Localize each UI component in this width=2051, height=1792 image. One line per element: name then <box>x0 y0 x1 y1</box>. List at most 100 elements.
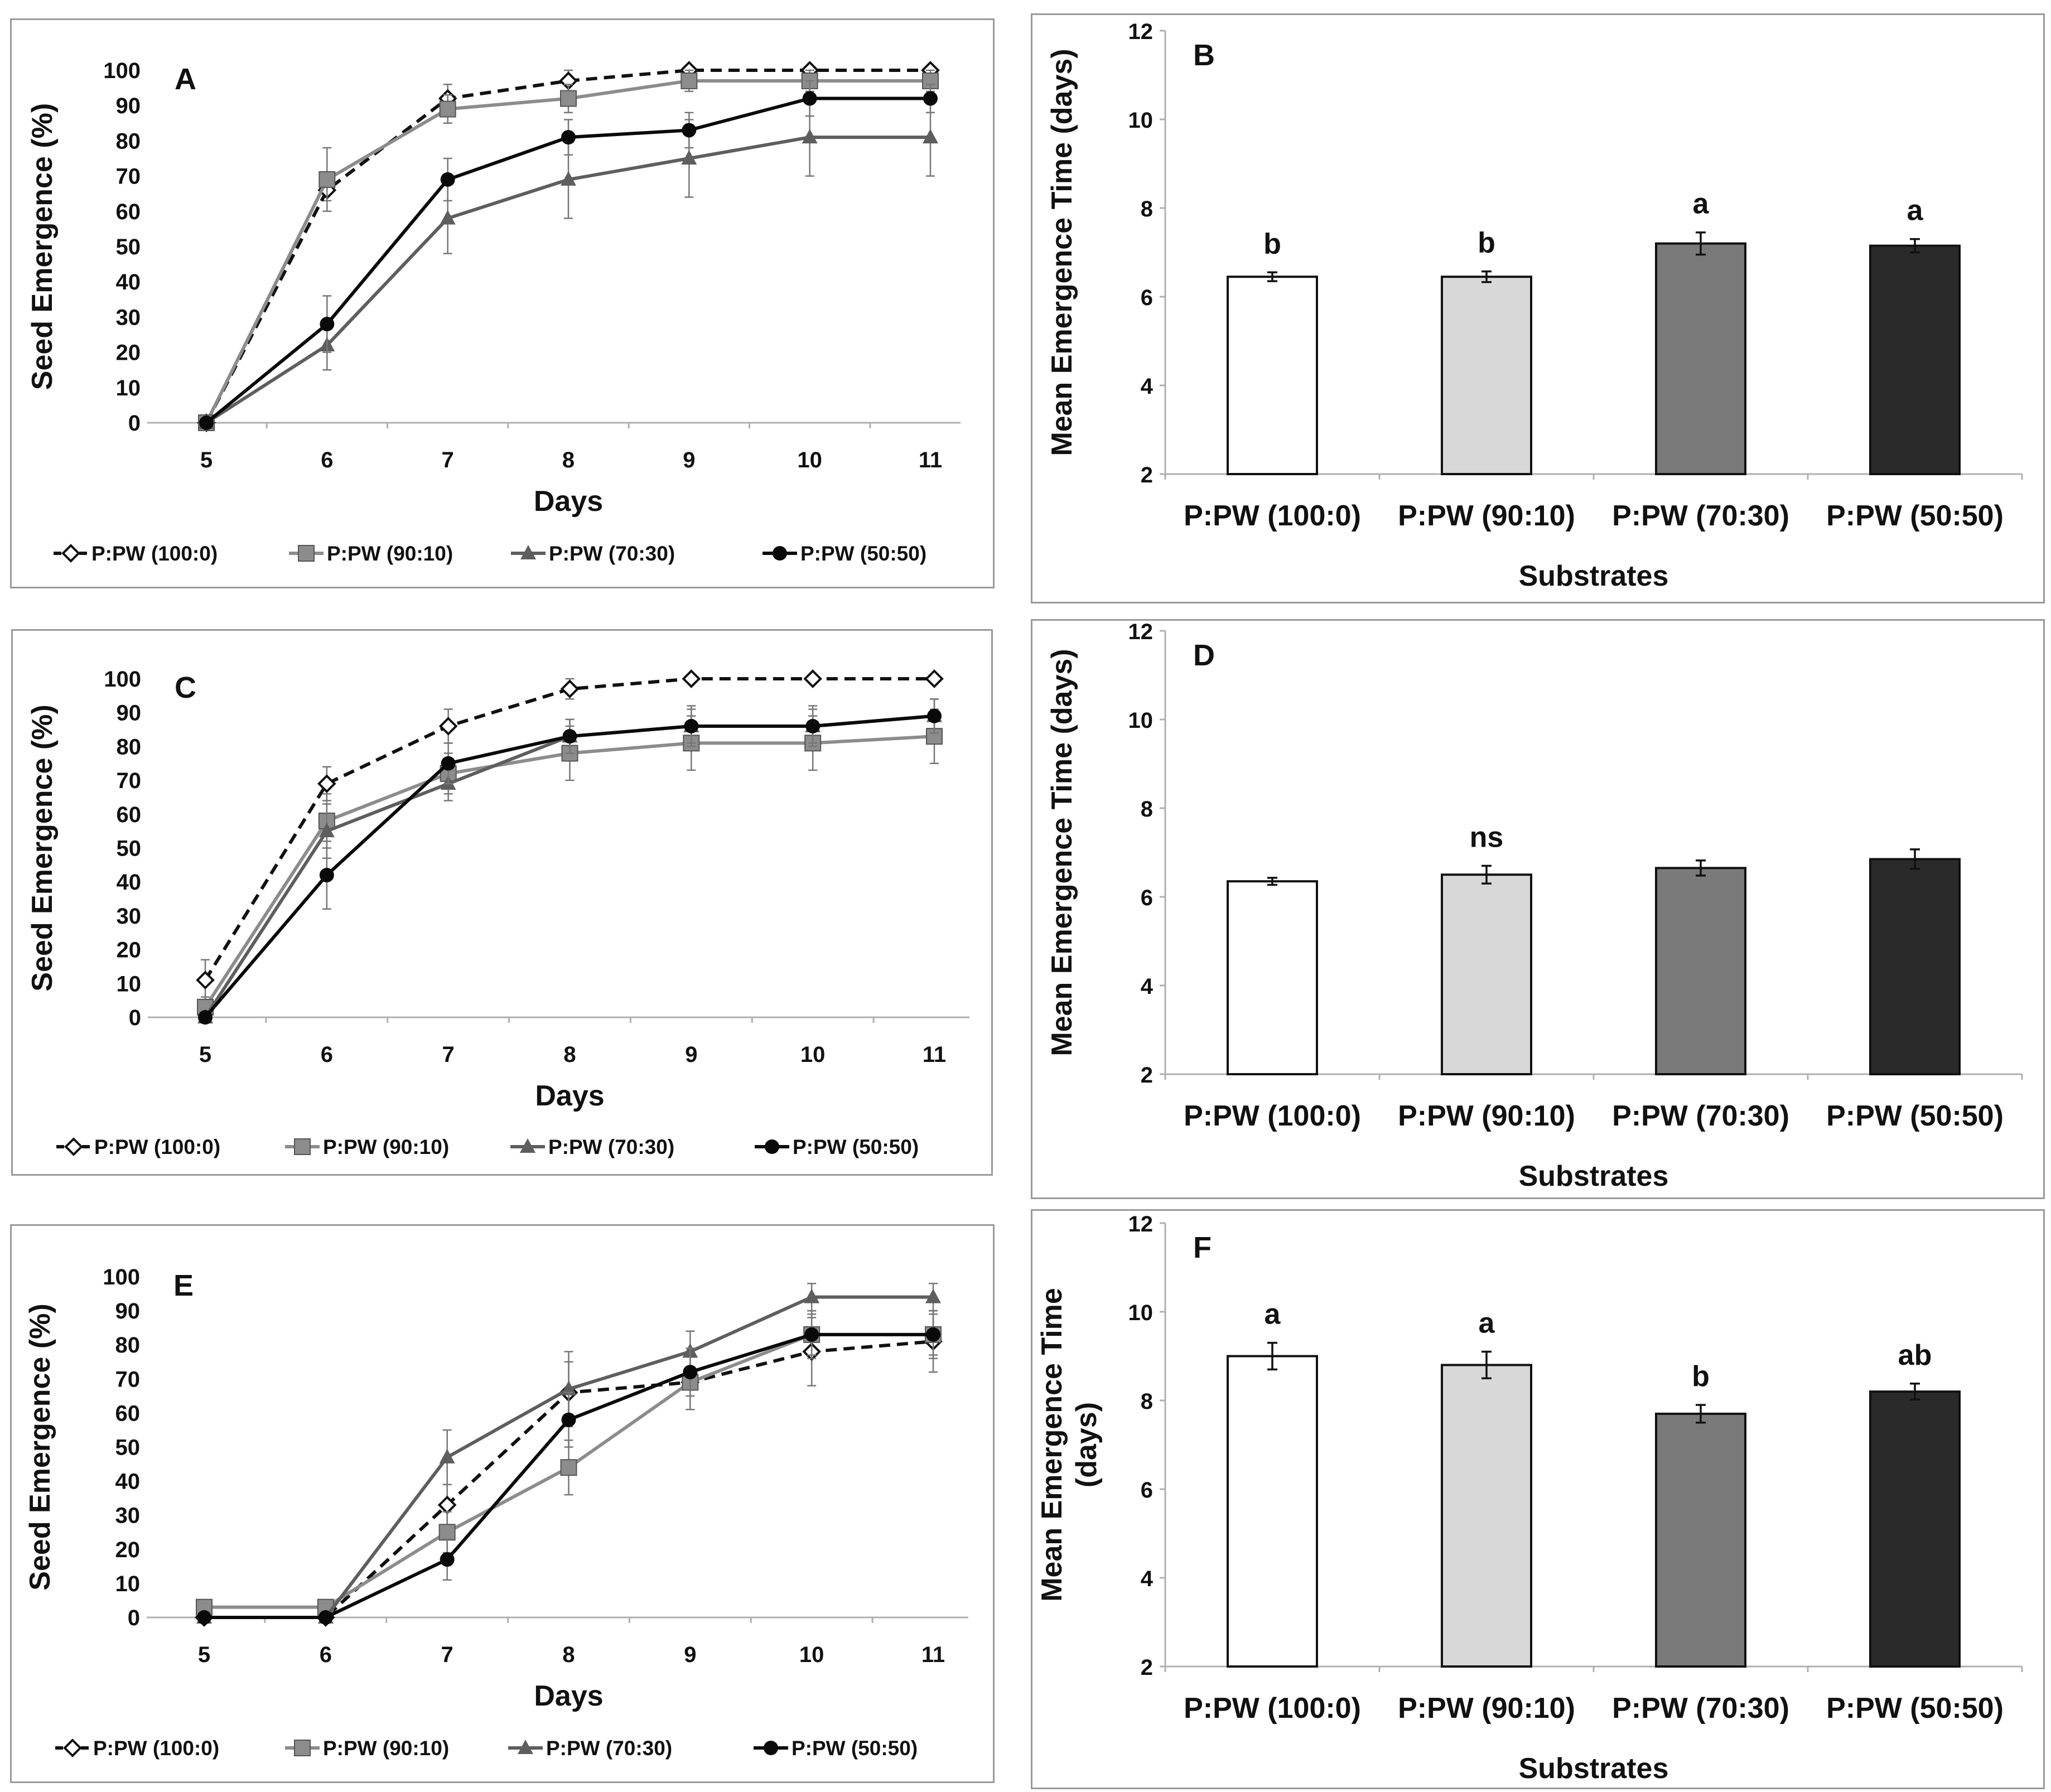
y-tick-label: 70 <box>116 165 141 189</box>
x-category-label: P:PW (100:0) <box>1184 1100 1361 1132</box>
x-tick-label: 6 <box>321 1042 333 1067</box>
legend-label: P:PW (100:0) <box>93 1737 219 1760</box>
data-point-1 <box>560 90 577 107</box>
x-axis-title: Substrates <box>1519 1752 1669 1785</box>
y-tick-label: 4 <box>1141 374 1154 399</box>
x-tick-label: 10 <box>800 1042 826 1067</box>
y-tick-label: 0 <box>128 1606 140 1630</box>
legend-marker <box>294 1138 311 1155</box>
significance-letter: b <box>1263 228 1281 260</box>
line-chart-e: 5 6 7 8 9 10 11 0 10 20 30 40 50 60 70 80 90 100 Days Seed … <box>24 1265 968 1760</box>
bar-4 <box>1869 244 1961 475</box>
bar-3 <box>1655 242 1746 475</box>
data-point-0 <box>803 669 822 688</box>
y-tick-label: 100 <box>103 1265 140 1289</box>
significance-letter: b <box>1478 227 1495 259</box>
panel-label: C <box>175 671 196 704</box>
line-chart-a: 5 6 7 8 9 10 11 0 10 20 30 40 50 60 70 80 90 100 Days Seed … <box>26 59 961 565</box>
data-point-3 <box>441 756 456 771</box>
data-point-3 <box>805 718 821 733</box>
x-tick-label: 7 <box>442 448 454 472</box>
x-axis-title: Substrates <box>1519 1160 1669 1192</box>
bar-chart-f: 2 4 6 8 10 12 a P:PW (100:0) a P:PW (90:10) b P:PW … <box>1036 1212 2023 1785</box>
legend-marker <box>518 1740 533 1754</box>
significance-letter: ns <box>1470 821 1504 853</box>
y-tick-label: 8 <box>1141 797 1153 822</box>
y-tick-label: 90 <box>117 701 142 726</box>
panel-label: D <box>1193 639 1215 672</box>
y-tick-label: 20 <box>116 341 141 365</box>
data-point-3 <box>682 123 697 138</box>
data-point-3 <box>684 718 699 733</box>
x-category-label: P:PW (70:30) <box>1612 1692 1789 1725</box>
bar-2 <box>1441 1364 1532 1668</box>
y-tick-label: 12 <box>1128 20 1154 44</box>
x-category-label: P:PW (50:50) <box>1826 500 2004 532</box>
y-axis-title: Mean Emergence Time (days) <box>1046 649 1078 1056</box>
y-axis-title: Seed Emergence (%) <box>24 1303 56 1590</box>
bar-chart-b: 2 4 6 8 10 12 b P:PW (100:0) b P:PW (90:10) a P:PW … <box>1046 20 2023 592</box>
x-tick-label: 8 <box>563 1042 576 1067</box>
chart-panel-c: 5 6 7 8 9 10 11 0 10 20 30 40 50 60 70 80 90 100 Days Seed … <box>11 629 993 1176</box>
x-tick-label: 10 <box>799 1643 824 1667</box>
y-tick-label: 4 <box>1141 1567 1154 1591</box>
y-tick-label: 90 <box>116 94 141 118</box>
data-point-0 <box>560 679 580 699</box>
data-point-2 <box>561 1380 577 1395</box>
data-point-0 <box>196 970 215 990</box>
data-point-3 <box>318 1610 333 1625</box>
line-chart-c: 5 6 7 8 9 10 11 0 10 20 30 40 50 60 70 80 90 100 Days Seed … <box>26 667 969 1158</box>
data-point-3 <box>319 868 334 883</box>
y-tick-label: 60 <box>115 1401 141 1426</box>
legend-label: P:PW (100:0) <box>91 542 218 565</box>
legend-marker <box>773 546 787 561</box>
x-category-label: P:PW (70:30) <box>1612 500 1789 532</box>
bar-3 <box>1655 867 1746 1075</box>
x-category-label: P:PW (90:10) <box>1398 1692 1575 1725</box>
x-tick-label: 7 <box>442 1042 455 1067</box>
legend-marker <box>64 1137 83 1156</box>
y-axis-title: Mean Emergence Time(days) <box>1036 1288 1103 1602</box>
bar-4 <box>1869 858 1961 1075</box>
data-point-3 <box>440 172 455 187</box>
data-point-2 <box>439 1448 455 1463</box>
y-tick-label: 12 <box>1128 621 1154 644</box>
y-tick-label: 40 <box>115 1470 141 1494</box>
legend-label: P:PW (90:10) <box>327 542 453 565</box>
y-tick-label: 6 <box>1141 286 1153 310</box>
legend-label: P:PW (90:10) <box>323 1737 449 1760</box>
data-point-3 <box>804 1327 819 1342</box>
x-tick-label: 7 <box>441 1643 453 1667</box>
y-tick-label: 10 <box>115 1572 141 1596</box>
data-point-2 <box>925 1288 941 1303</box>
chart-panel-e: 5 6 7 8 9 10 11 0 10 20 30 40 50 60 70 80 90 100 Days Seed … <box>10 1224 995 1783</box>
x-category-label: P:PW (100:0) <box>1184 500 1361 532</box>
y-tick-label: 70 <box>115 1367 141 1392</box>
x-tick-label: 6 <box>320 1643 332 1667</box>
data-point-1 <box>560 1459 577 1476</box>
y-tick-label: 100 <box>104 667 141 692</box>
y-tick-label: 8 <box>1141 1389 1153 1414</box>
data-point-3 <box>561 1412 576 1427</box>
x-tick-label: 11 <box>919 448 942 472</box>
y-tick-label: 50 <box>116 235 141 259</box>
data-point-3 <box>198 1010 213 1025</box>
data-point-2 <box>681 150 697 165</box>
bar-3 <box>1655 1412 1746 1668</box>
panel-label: A <box>175 62 196 96</box>
data-point-3 <box>440 1552 455 1567</box>
data-point-2 <box>440 210 456 225</box>
legend-marker <box>63 1738 82 1757</box>
legend-label: P:PW (50:50) <box>800 542 926 565</box>
legend-marker <box>294 1740 311 1756</box>
x-tick-label: 6 <box>321 448 333 472</box>
y-tick-label: 30 <box>117 904 142 929</box>
significance-letter: a <box>1693 188 1710 220</box>
x-category-label: P:PW (50:50) <box>1826 1100 2004 1132</box>
data-point-3 <box>802 91 817 106</box>
data-point-2 <box>318 823 335 838</box>
legend-label: P:PW (70:30) <box>548 1136 674 1158</box>
legend-label: P:PW (90:10) <box>323 1136 449 1158</box>
data-point-0 <box>438 717 458 736</box>
y-tick-label: 50 <box>117 837 142 861</box>
